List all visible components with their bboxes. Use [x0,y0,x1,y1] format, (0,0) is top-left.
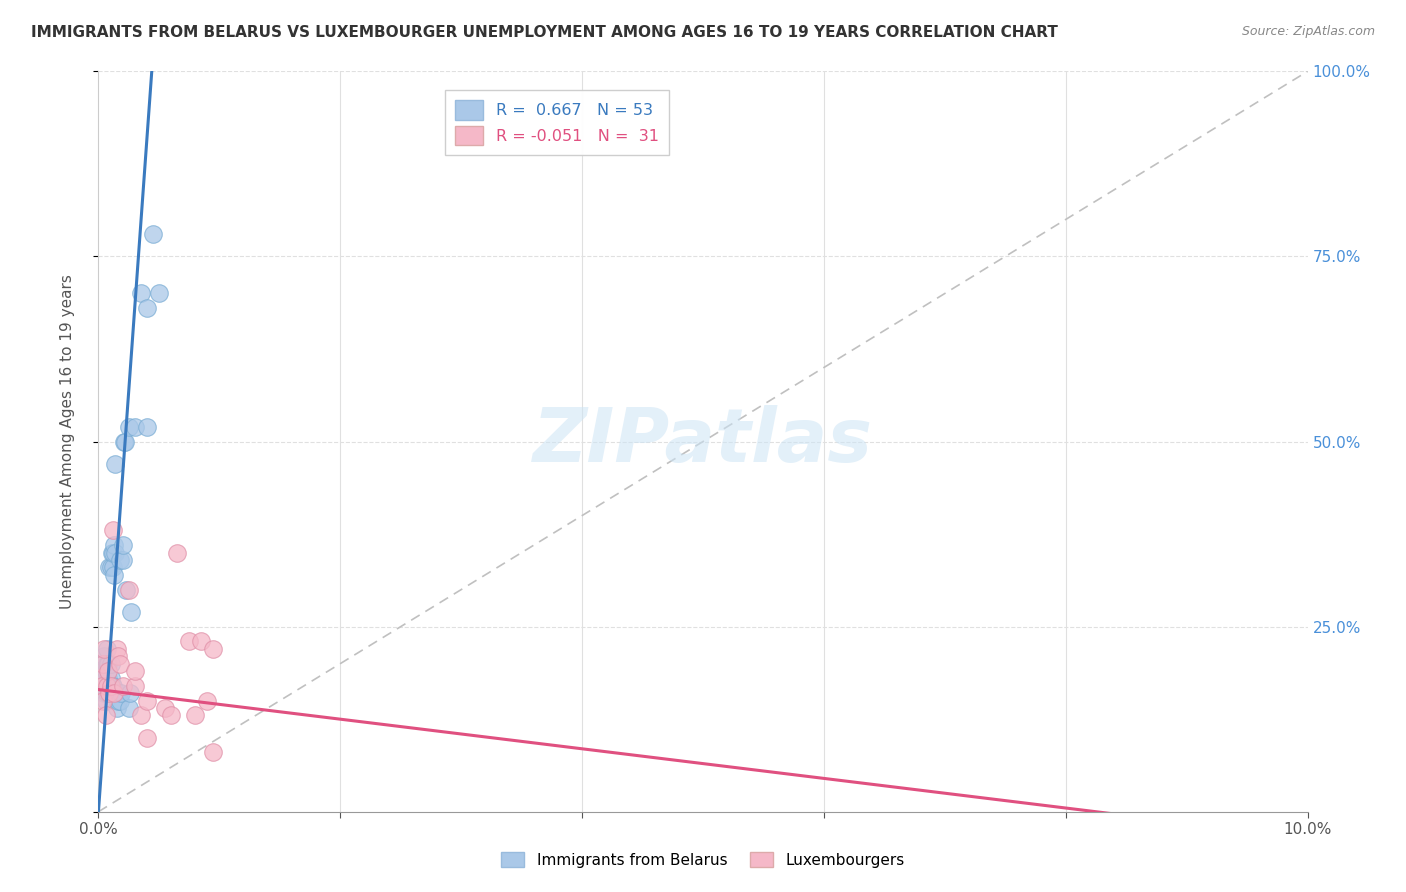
Point [100,672,122,686]
Point [91,694,114,708]
Point [91,679,114,693]
Point [202,641,225,656]
Point [97,672,120,686]
Point [195,694,218,708]
Point [166,546,188,560]
Point [124,664,146,678]
Point [96,657,118,671]
Text: Source: ZipAtlas.com: Source: ZipAtlas.com [1241,25,1375,38]
Point [97,664,120,678]
Point [91,657,114,671]
Point [124,419,146,434]
Point [153,701,176,715]
Point [94,679,117,693]
Point [107,694,129,708]
Point [118,686,141,700]
Point [90,679,112,693]
Point [94,708,117,723]
Point [101,679,124,693]
Point [179,634,201,648]
Point [100,679,122,693]
Point [112,434,135,449]
Point [101,524,124,538]
Point [108,553,131,567]
Point [118,419,141,434]
Point [108,694,131,708]
Point [98,679,121,693]
Point [135,301,157,316]
Point [100,560,122,574]
Point [135,731,157,745]
Point [111,553,134,567]
Point [101,560,124,574]
Point [93,679,115,693]
Legend: R =  0.667   N = 53, R = -0.051   N =  31: R = 0.667 N = 53, R = -0.051 N = 31 [444,90,669,155]
Point [202,746,225,760]
Point [97,679,120,693]
Point [91,679,114,693]
Point [135,694,157,708]
Point [93,649,115,664]
Point [111,679,134,693]
Point [115,582,138,597]
Y-axis label: Unemployment Among Ages 16 to 19 years: Unemployment Among Ages 16 to 19 years [60,274,75,609]
Point [129,286,152,301]
Point [94,664,117,678]
Point [105,686,128,700]
Point [103,538,125,552]
Point [107,649,129,664]
Point [93,641,115,656]
Point [100,679,122,693]
Point [124,679,146,693]
Point [91,672,114,686]
Point [101,546,124,560]
Point [90,672,112,686]
Point [118,701,141,715]
Point [94,672,117,686]
Text: IMMIGRANTS FROM BELARUS VS LUXEMBOURGER UNEMPLOYMENT AMONG AGES 16 TO 19 YEARS C: IMMIGRANTS FROM BELARUS VS LUXEMBOURGER … [31,25,1057,40]
Point [96,679,118,693]
Point [111,538,134,552]
Point [100,657,122,671]
Point [148,286,170,301]
Point [108,686,131,700]
Point [142,227,165,242]
Point [184,708,207,723]
Point [94,694,117,708]
Point [120,605,142,619]
Point [104,546,127,560]
Point [190,634,212,648]
Point [100,546,122,560]
Legend: Immigrants from Belarus, Luxembourgers: Immigrants from Belarus, Luxembourgers [495,846,911,873]
Point [135,419,157,434]
Point [160,708,183,723]
Point [118,582,141,597]
Point [93,686,115,700]
Point [104,457,127,471]
Text: ZIPatlas: ZIPatlas [533,405,873,478]
Point [108,657,131,671]
Point [103,686,125,700]
Point [114,434,136,449]
Point [97,657,120,671]
Point [96,686,118,700]
Point [98,686,121,700]
Point [105,641,128,656]
Point [110,686,132,700]
Point [103,567,125,582]
Point [105,701,128,715]
Point [129,708,152,723]
Point [91,664,114,678]
Point [96,641,118,656]
Point [98,560,121,574]
